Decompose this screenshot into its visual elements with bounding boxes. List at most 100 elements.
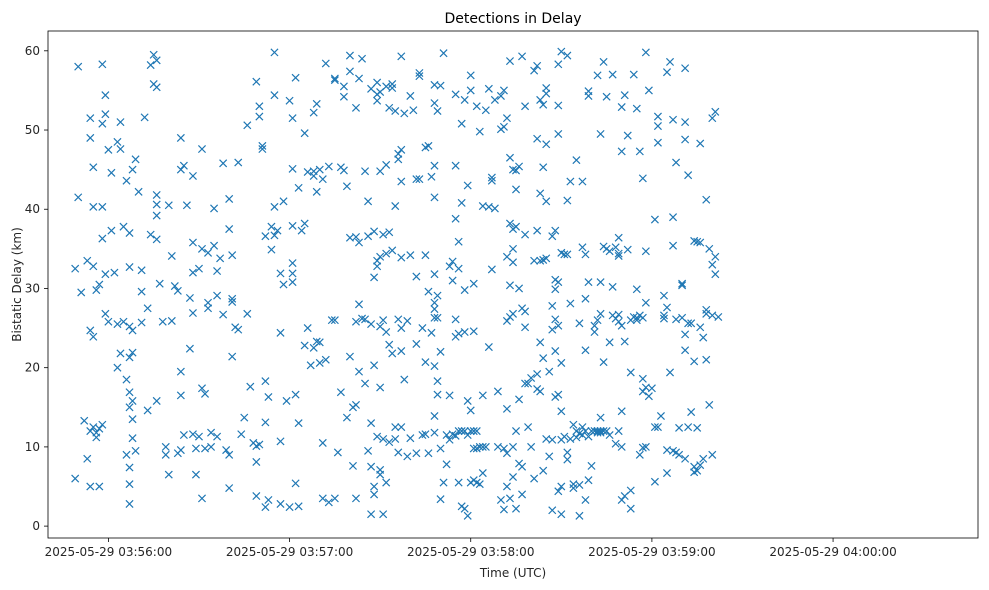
data-point [454,478,463,487]
data-point [684,171,693,180]
data-point [554,60,563,69]
data-point [394,315,403,324]
data-point [373,256,382,265]
data-point [536,95,545,104]
y-axis: 0 10 20 30 40 50 60 [25,44,48,533]
data-point [584,87,593,96]
data-point [367,320,376,329]
data-point [213,267,222,276]
data-point [617,103,626,112]
data-point [252,77,261,86]
data-point [98,234,107,243]
data-point [672,315,681,324]
data-point [708,311,717,320]
data-point [714,312,723,322]
data-point [282,396,291,405]
data-point [436,81,445,90]
data-point [318,494,327,503]
data-point [650,423,659,432]
data-point [197,384,207,393]
data-point [179,430,188,440]
data-point [433,291,442,300]
data-point [294,419,303,428]
data-point [339,92,348,101]
data-point [678,279,687,288]
data-point [406,434,415,443]
data-point [475,480,484,489]
data-point [155,279,164,288]
data-point [321,355,330,364]
data-point [530,66,539,75]
data-point [684,423,693,432]
x-tick-label: 2025-05-29 04:00:00 [769,545,896,559]
data-point [554,129,563,139]
data-point [167,316,176,325]
data-point [647,384,656,393]
data-point [421,358,430,367]
data-point [548,232,557,241]
y-tick-label: 30 [25,281,40,295]
data-point [291,390,300,399]
data-point [533,369,542,379]
data-point [632,285,641,294]
data-point [463,181,472,190]
data-point [521,307,530,316]
data-point [116,349,125,358]
data-point [101,270,110,279]
data-point [152,200,161,209]
data-point [623,131,632,140]
data-point [167,251,176,261]
data-point [445,435,454,444]
data-point [228,294,237,303]
data-point [219,310,228,319]
data-point [527,373,536,383]
data-point [385,103,394,112]
data-point [361,379,370,388]
data-point [554,390,563,399]
data-point [593,316,602,325]
data-point [505,281,515,290]
data-point [536,338,545,347]
data-point [451,214,460,223]
data-point [119,222,128,231]
data-point [659,291,668,300]
data-point [427,328,436,337]
data-point [708,450,717,459]
data-point [176,165,185,174]
data-point [575,480,584,489]
data-point [460,95,469,104]
data-point [385,228,394,237]
data-point [364,232,373,241]
data-point [515,395,524,404]
data-point [454,264,463,273]
data-point [204,248,213,257]
data-point [466,406,475,415]
data-point [678,281,687,290]
data-point [379,434,388,444]
data-point [638,174,647,183]
data-point [179,161,188,170]
x-tick-label: 2025-05-29 03:57:00 [226,545,353,559]
data-point [267,222,276,231]
data-point [521,230,530,239]
data-point [563,250,572,259]
data-point [475,442,484,451]
data-point [708,114,717,123]
data-point [101,110,110,119]
data-point [596,309,605,318]
data-point [587,427,596,436]
data-point [315,338,324,347]
data-point [267,245,276,254]
data-point [412,339,421,348]
data-point [394,155,403,164]
data-point [436,347,445,356]
data-point [345,67,354,76]
data-point [711,252,720,261]
data-point [351,103,361,112]
data-point [653,423,662,432]
data-point [379,510,388,519]
data-point [472,427,481,436]
data-point [370,482,379,491]
data-point [511,222,521,231]
data-point [508,244,518,253]
